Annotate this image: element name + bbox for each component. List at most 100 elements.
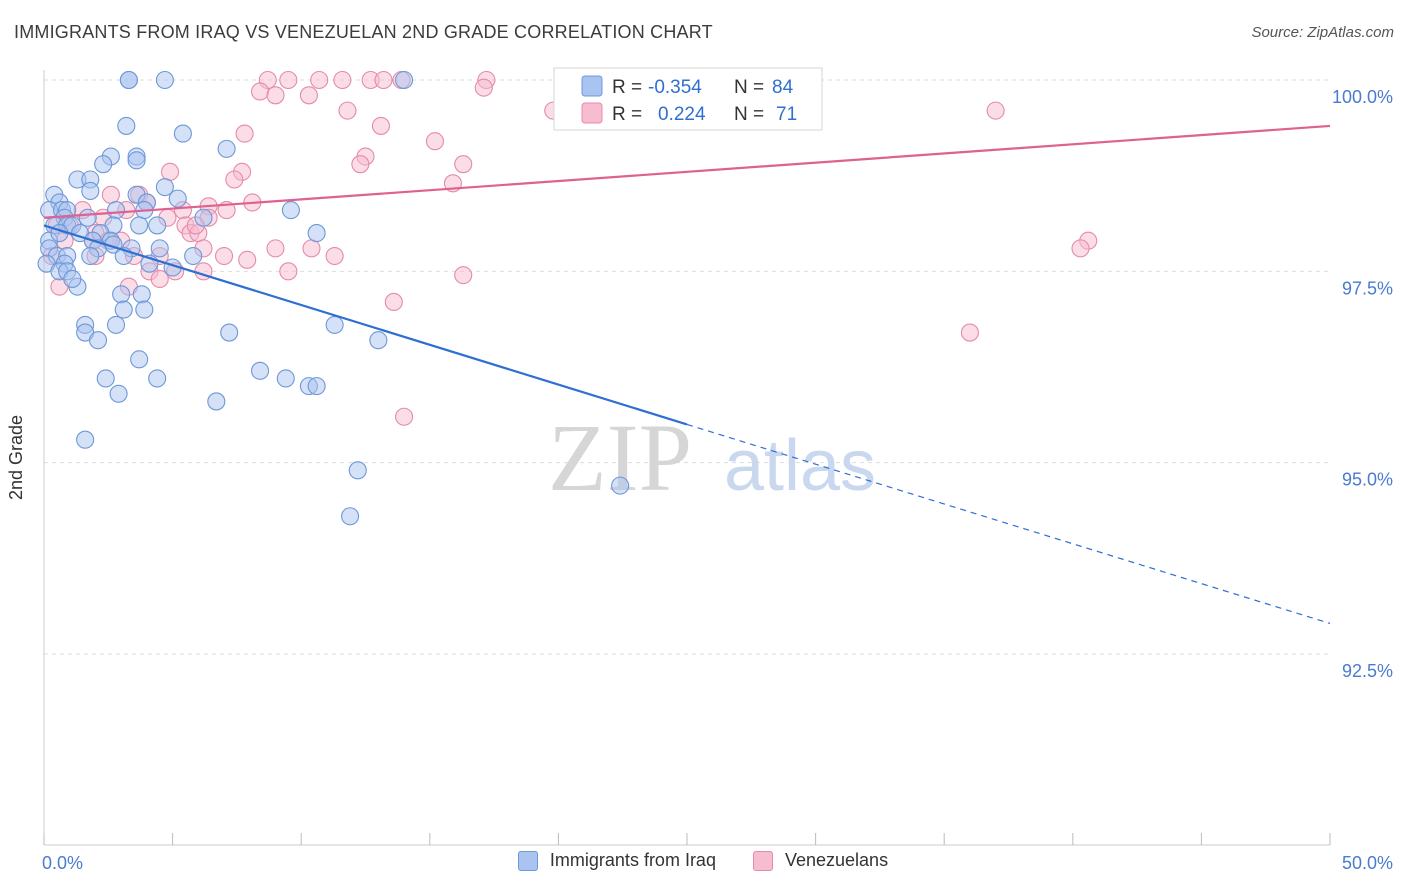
venezuelan-point-9	[266, 86, 285, 105]
venezuelan-point-5	[374, 70, 393, 90]
y-tick-label-2: 95.0%	[1342, 470, 1393, 490]
iraq-point-82	[63, 269, 82, 289]
iraq-point-5	[173, 124, 192, 143]
venezuelan-point-44	[266, 239, 285, 258]
y-tick-label-3: 92.5%	[1342, 661, 1393, 681]
iraq-point-59	[135, 300, 154, 319]
venezuelan-point-16	[425, 132, 444, 151]
legend-r-value-pink: 0.224	[658, 104, 706, 125]
iraq-trend-extension	[686, 423, 1331, 624]
venezuelan-point-47	[1071, 239, 1090, 258]
iraq-point-6	[217, 139, 236, 158]
iraq-point-33	[148, 216, 167, 235]
legend-item-venezuelans[interactable]: Venezuelans	[752, 850, 889, 871]
iraq-point-58	[114, 300, 133, 319]
iraq-point-65	[88, 331, 108, 350]
legend-swatch-blue	[581, 75, 603, 97]
iraq-point-16	[168, 189, 187, 208]
iraq-point-81	[194, 208, 213, 227]
iraq-point-77	[341, 507, 360, 526]
iraq-point-9	[127, 151, 146, 170]
venezuelan-point-53	[238, 250, 257, 269]
iraq-point-68	[96, 369, 115, 388]
iraq-point-66	[369, 331, 388, 350]
y-tick-label-0: 100.0%	[1332, 87, 1393, 107]
venezuelan-point-8	[250, 82, 270, 101]
legend-n-value-pink: 71	[776, 104, 797, 125]
legend-r-label-blue: R =	[612, 77, 642, 98]
iraq-point-63	[325, 315, 344, 334]
series-legend: Immigrants from Iraq Venezuelans	[0, 850, 1406, 876]
iraq-point-31	[130, 216, 149, 235]
iraq-point-40	[150, 239, 169, 258]
trend-lines	[43, 124, 1331, 624]
iraq-point-62	[220, 323, 239, 342]
legend-swatch-iraq	[517, 850, 538, 871]
legend-swatch-pink	[581, 102, 603, 124]
source-label: Source: ZipAtlas.com	[1251, 24, 1394, 41]
iraq-point-48	[184, 246, 203, 266]
iraq-point-76	[611, 476, 630, 495]
iraq-point-57	[132, 285, 151, 304]
venezuelan-point-52	[214, 246, 234, 266]
venezuelan-trend-line	[43, 124, 1331, 219]
venezuelan-point-45	[302, 239, 321, 258]
venezuelan-point-20	[160, 162, 180, 181]
venezuelan-point-11	[338, 101, 357, 120]
iraq-point-67	[130, 350, 149, 369]
iraq-point-79	[276, 369, 295, 388]
venezuelan-point-65	[395, 407, 414, 426]
venezuelan-point-10	[299, 86, 318, 105]
venezuelan-point-58	[279, 262, 298, 281]
venezuelan-point-2	[310, 70, 329, 90]
venezuelan-point-18	[351, 155, 370, 174]
iraq-point-69	[148, 369, 167, 388]
venezuelan-point-13	[986, 101, 1005, 120]
legend-r-label-pink: R =	[612, 104, 642, 125]
legend-label-iraq: Immigrants from Iraq	[549, 850, 716, 870]
iraq-point-78	[250, 361, 270, 380]
venezuelan-point-54	[325, 246, 344, 266]
venezuelan-point-66	[474, 78, 493, 97]
legend-r-value-blue: -0.354	[648, 77, 702, 98]
venezuelan-point-14	[371, 116, 390, 135]
venezuelan-point-25	[101, 185, 120, 204]
iraq-point-71	[307, 377, 326, 396]
iraq-point-56	[112, 285, 131, 304]
y-axis-label: 2nd Grade	[6, 414, 26, 500]
iraq-point-13	[81, 181, 100, 201]
series-iraq	[37, 70, 630, 526]
iraq-point-24	[281, 201, 300, 220]
x-tick-label-1: 50.0%	[1342, 853, 1393, 873]
legend-label-venezuelans: Venezuelans	[784, 850, 889, 870]
venezuelan-point-60	[150, 269, 169, 289]
iraq-point-73	[207, 392, 226, 411]
venezuelan-point-63	[384, 292, 403, 311]
legend-item-iraq[interactable]: Immigrants from Iraq	[517, 850, 716, 871]
chart-title: IMMIGRANTS FROM IRAQ VS VENEZUELAN 2ND G…	[14, 22, 713, 42]
venezuelan-point-15	[235, 124, 254, 143]
iraq-point-80	[94, 155, 113, 174]
x-tick-label-0: 0.0%	[42, 853, 83, 873]
venezuelan-point-19	[454, 155, 473, 174]
axes	[43, 70, 1331, 846]
venezuelan-point-59	[454, 266, 473, 285]
iraq-point-61	[106, 315, 126, 334]
venezuelan-point-1	[279, 70, 298, 90]
watermark: ZIP atlas	[548, 404, 876, 511]
iraq-point-75	[348, 461, 367, 480]
stats-legend: R = -0.354 N = 84 R = 0.224 N = 71	[553, 67, 823, 131]
iraq-point-25	[78, 208, 97, 227]
legend-n-label-blue: N =	[734, 77, 764, 98]
iraq-point-72	[109, 384, 128, 403]
iraq-point-1	[155, 70, 174, 90]
venezuelan-point-64	[960, 323, 979, 342]
iraq-point-3	[395, 70, 414, 90]
iraq-trend-line	[43, 224, 688, 426]
watermark-atlas: atlas	[724, 426, 876, 506]
tick-labels: 100.0% 97.5% 95.0% 92.5% 0.0% 50.0%	[42, 87, 1393, 873]
iraq-point-32	[307, 224, 326, 243]
y-tick-label-1: 97.5%	[1342, 278, 1393, 298]
venezuelan-point-22	[225, 170, 244, 189]
